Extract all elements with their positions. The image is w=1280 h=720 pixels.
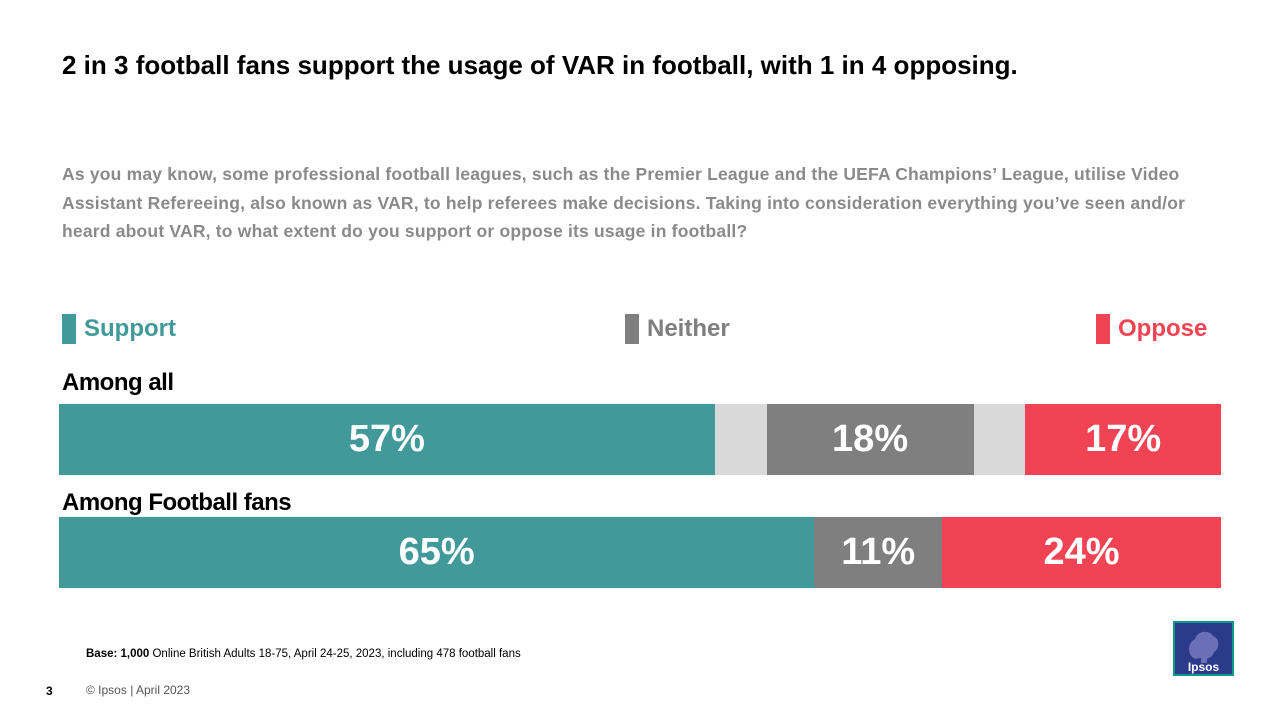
base-note-bold: Base: 1,000 (86, 648, 150, 660)
bar-segment-don-t-know (714, 404, 767, 475)
base-note-text: Online British Adults 18-75, April 24-25… (149, 648, 521, 660)
row-label-football-fans: Among Football fans (62, 489, 292, 516)
bar-segment-neither: 18% (766, 404, 974, 475)
legend-support: Support (62, 313, 176, 345)
bar-segment-neither: 11% (814, 517, 943, 588)
bar-segment-oppose: 24% (942, 517, 1221, 588)
bar-among-football-fans: 65% 11% 24% (59, 517, 1221, 588)
legend-swatch-oppose (1096, 314, 1110, 344)
data-label: 11% (841, 531, 916, 573)
base-note: Base: 1,000 Online British Adults 18-75,… (86, 648, 521, 660)
legend-neither: Neither (625, 313, 730, 345)
ipsos-logo-text: Ipsos (1188, 660, 1220, 674)
data-label: 24% (1043, 531, 1120, 573)
data-label: 17% (1085, 418, 1162, 460)
bar-segment-don-t-know (973, 404, 1026, 475)
data-label: 65% (398, 531, 475, 573)
data-label: 18% (832, 418, 909, 460)
legend-swatch-support (62, 314, 76, 344)
bar-segment-oppose: 17% (1025, 404, 1221, 475)
bar-segment-support: 65% (59, 517, 815, 588)
legend-label-neither: Neither (647, 315, 730, 342)
survey-question: As you may know, some professional footb… (62, 164, 1186, 241)
legend-swatch-neither (625, 314, 639, 344)
slide-title: 2 in 3 football fans support the usage o… (62, 50, 1018, 80)
data-label: 57% (348, 418, 425, 460)
bar-segment-support: 57% (59, 404, 715, 475)
legend-label-oppose: Oppose (1118, 315, 1208, 342)
page-number: 3 (46, 684, 53, 698)
ipsos-logo-icon: Ipsos (1173, 621, 1234, 676)
legend-label-support: Support (84, 315, 176, 342)
copyright: © Ipsos | April 2023 (86, 683, 191, 697)
bar-among-all: 57% 18% 17% (59, 404, 1221, 475)
legend-oppose: Oppose (1096, 313, 1207, 345)
row-label-all: Among all (62, 369, 174, 396)
